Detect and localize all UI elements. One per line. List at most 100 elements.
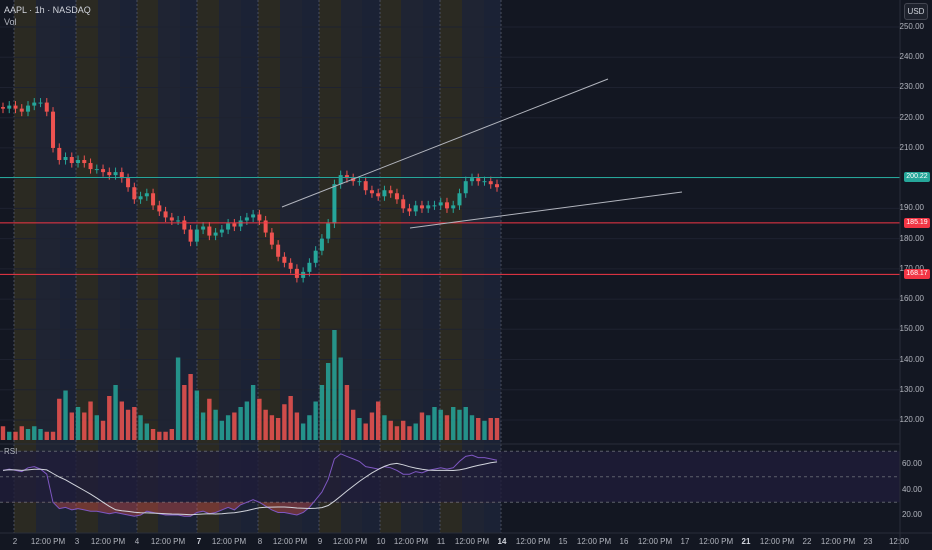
session-band [158,0,180,533]
candle-body [307,262,312,272]
time-axis-label: 12:00 PM [820,537,856,546]
time-axis-label: 8 [257,537,263,546]
volume-bar [457,409,462,440]
volume-bar [250,385,256,440]
symbol-title[interactable]: AAPL · 1h · NASDAQ [4,5,91,15]
candle-body [357,181,362,183]
candle-body [88,163,93,170]
volume-bar [38,429,43,440]
session-band [76,0,98,533]
candle-body [294,268,299,278]
price-tag: 200.22 [904,172,930,183]
candle-body [38,102,43,104]
price-axis-label: 250.00 [899,22,924,31]
volume-bar [401,420,406,440]
candle-body [326,223,331,239]
time-axis-label: 12:00 PM [332,537,368,546]
candle-body [263,220,268,233]
candle-body [13,105,18,109]
volume-bar [282,404,287,440]
volume-bar [175,357,181,440]
lower-trendline[interactable] [409,191,683,229]
chart-header: AAPL · 1h · NASDAQ Vol [4,4,91,28]
candle-body [282,256,287,263]
currency-button[interactable]: USD [904,3,928,20]
volume-bar [432,407,437,440]
volume-bar [132,407,137,440]
candle-body [276,244,281,257]
time-axis-label: 12:00 PM [30,537,66,546]
volume-bar [188,374,193,440]
volume-bar [488,418,493,440]
volume-bar [494,418,500,440]
volume-bar [194,390,200,440]
volume-label: Vol [4,17,17,27]
volume-bar [363,423,368,440]
time-axis-label: 12:00 PM [698,537,734,546]
price-axis-label: 190.00 [899,203,924,213]
volume-bar [207,398,212,440]
time-axis-label: 12:00 [888,537,910,546]
candle-body [438,202,443,206]
volume-bar [163,431,168,440]
session-band [137,0,158,533]
time-axis-label: 2 [12,537,18,546]
candle-body [482,181,487,183]
price-tag: 185.19 [904,217,930,228]
volume-bar [275,418,281,440]
candle-body [301,271,306,278]
price-axis-label: 170.00 [899,263,924,273]
volume-bar [113,385,118,440]
volume-bar [357,418,362,440]
candle-body [32,102,37,106]
price-axis-label: 220.00 [899,112,924,122]
candle-body [44,102,49,112]
time-axis-label: 12:00 PM [637,537,673,546]
candle-body [382,190,387,197]
volume-bar [157,431,162,440]
candle-body [244,217,249,221]
price-axis-label: 150.00 [899,324,924,334]
session-band [484,0,501,533]
volume-bar [313,401,318,440]
candle-body [463,181,468,194]
time-axis-label: 9 [317,537,323,546]
price-tag: 168.17 [904,269,930,280]
price-axis-label: 160.00 [899,294,924,304]
grid-lines [0,26,900,421]
price-axis-label: 130.00 [899,384,924,394]
rsi-ma-line [2,461,498,516]
time-axis-label: 23 [863,537,873,546]
candle-body [69,156,74,164]
candle-body [432,205,437,207]
time-axis-label: 10 [376,537,386,546]
volume-bar [307,415,312,440]
volume-bar [382,415,387,440]
upper-trendline[interactable] [281,78,609,208]
time-axis-label: 12:00 PM [211,537,247,546]
volume-bar [294,412,300,440]
candle-body [419,205,424,209]
volume-bar [269,415,275,440]
time-axis-label: 11 [436,537,446,546]
candle-body [332,184,337,224]
candle-body [257,214,262,221]
time-axis-label: 12:00 PM [515,537,551,546]
candle-body [238,220,243,227]
volume-bar [238,407,243,440]
candle-body [313,250,318,263]
volume-bar [213,409,218,440]
volume-bar [57,398,62,440]
candle-body [413,205,418,212]
candle-body [269,232,274,245]
volume-bar [444,415,450,440]
volume-bar [75,407,81,440]
candle-body [151,193,156,206]
candle-body [201,226,206,230]
trendlines[interactable] [281,78,683,229]
volume-bar [44,431,49,440]
candle-body [476,178,481,182]
volume-bar [482,420,487,440]
rsi-pane [0,450,900,517]
